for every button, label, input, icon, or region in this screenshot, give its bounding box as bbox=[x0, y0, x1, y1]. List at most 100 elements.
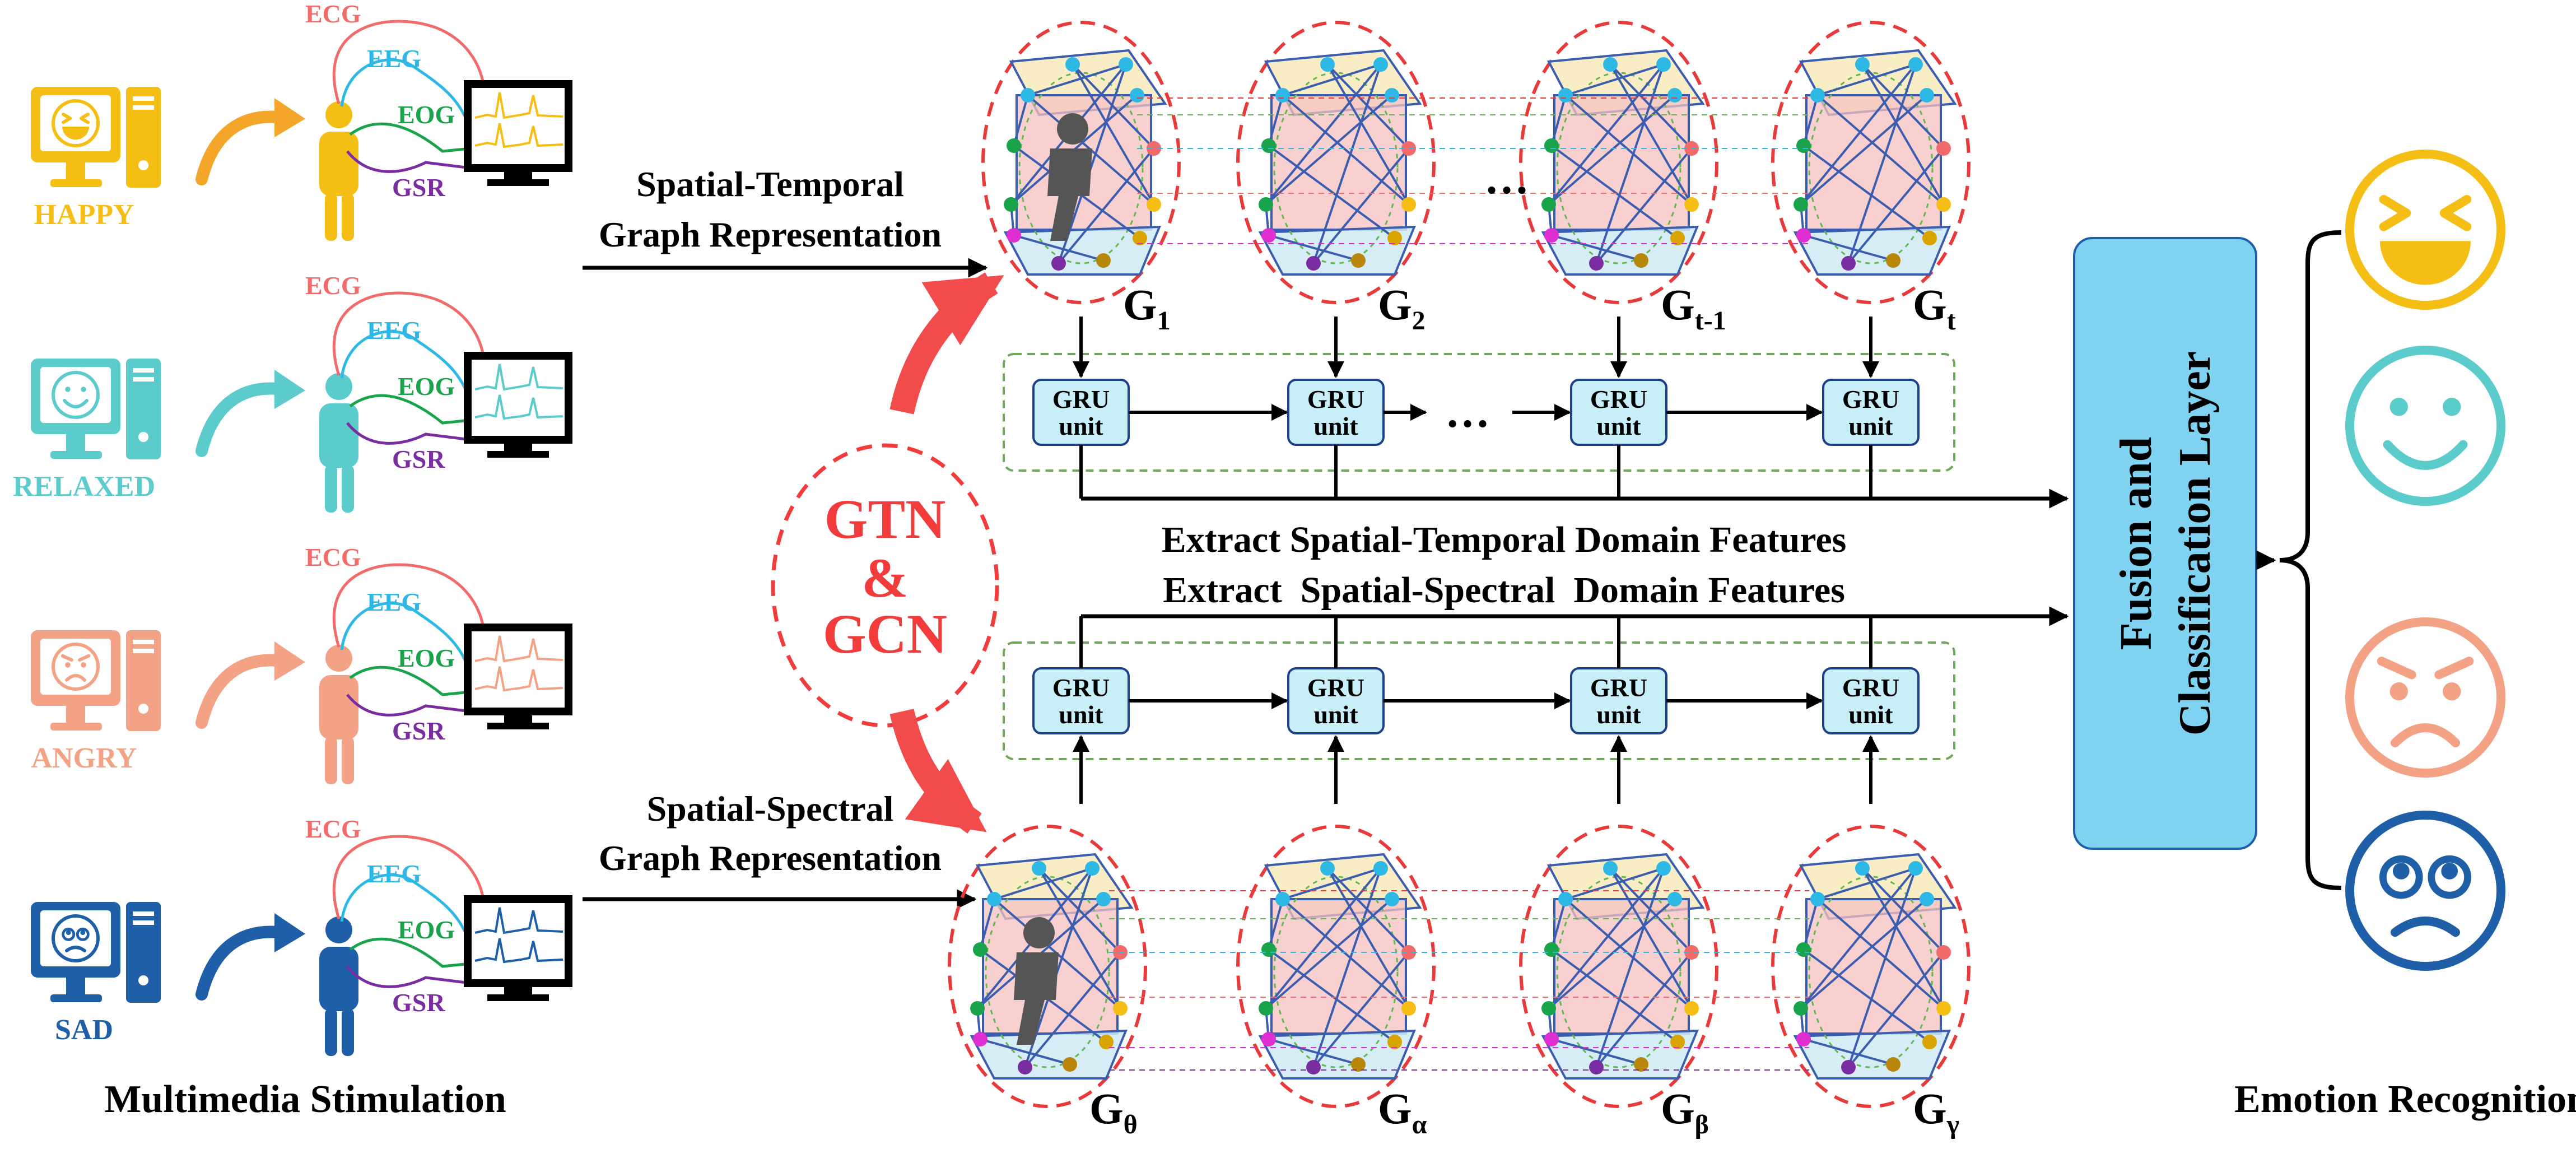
graph-edge bbox=[1548, 867, 1665, 1010]
eye-icon bbox=[65, 662, 71, 668]
output-brace bbox=[2279, 230, 2342, 890]
temporal-representation-line1: Spatial-Temporal bbox=[636, 164, 904, 204]
gru-label: unit bbox=[1848, 700, 1893, 729]
tower-icon bbox=[126, 87, 161, 188]
angry-face-icon bbox=[52, 643, 100, 691]
graph-edge bbox=[1312, 868, 1382, 1068]
graph-inner-ellipse bbox=[1556, 72, 1681, 264]
fusion-box bbox=[2073, 237, 2257, 850]
monitor-neck bbox=[504, 711, 532, 724]
graph-node bbox=[1096, 253, 1111, 268]
graph-edge bbox=[1609, 867, 1693, 1010]
tower-icon bbox=[126, 902, 161, 1003]
eyebrow-icon bbox=[78, 654, 91, 662]
mouth-icon bbox=[62, 127, 89, 140]
face-outline bbox=[52, 99, 100, 147]
graph-edge bbox=[1548, 63, 1665, 206]
graph-node bbox=[1261, 138, 1276, 153]
signal-cable bbox=[349, 394, 471, 425]
graph-edge bbox=[1609, 867, 1693, 953]
signal-cable bbox=[349, 122, 471, 153]
monitor-frame bbox=[464, 352, 572, 444]
graph-node bbox=[1684, 1001, 1699, 1016]
monitor-stand-icon bbox=[66, 706, 85, 724]
graph-edge bbox=[1268, 145, 1396, 239]
smiling-face-icon bbox=[52, 371, 100, 419]
graph-ellipse bbox=[1519, 21, 1718, 304]
graph-node bbox=[1119, 57, 1133, 72]
graph-node bbox=[1373, 861, 1388, 876]
spectral-graph-sequence: Gθ Gα Gβ Gγ bbox=[948, 825, 1971, 1139]
eye-icon bbox=[62, 113, 72, 124]
stimulus-arrow bbox=[195, 654, 289, 729]
graph-node bbox=[1796, 1032, 1811, 1046]
graph-inner-ellipse bbox=[1808, 876, 1934, 1068]
graph-label: G1 bbox=[1123, 280, 1171, 336]
graph-edge bbox=[1861, 63, 1945, 150]
signal-label: GSR bbox=[392, 988, 445, 1017]
graph-node bbox=[1385, 88, 1399, 103]
monitor-neck bbox=[504, 168, 532, 180]
graph-edge bbox=[980, 1038, 1070, 1066]
graph-node bbox=[1841, 1060, 1856, 1074]
graph-node bbox=[1385, 892, 1399, 906]
person-head bbox=[325, 101, 352, 128]
signal-label: EOG bbox=[398, 915, 455, 944]
gru-label: unit bbox=[1313, 700, 1358, 729]
graph-node bbox=[1373, 57, 1388, 72]
graph-edge bbox=[1058, 147, 1155, 264]
graph-node bbox=[1794, 1001, 1808, 1016]
graph-label: Gt bbox=[1913, 280, 1956, 336]
graph-node bbox=[1603, 57, 1618, 72]
graph-node bbox=[1670, 1035, 1685, 1049]
eye-icon bbox=[2443, 398, 2461, 416]
fusion-line1: Fusion and bbox=[2112, 437, 2161, 650]
monitor-frame bbox=[464, 624, 572, 715]
graph-edge bbox=[1609, 63, 1693, 206]
signal-label: EEG bbox=[367, 859, 421, 888]
signal-monitor-icon bbox=[464, 80, 572, 186]
gru-label: unit bbox=[1596, 700, 1641, 729]
monitor-base-icon bbox=[50, 723, 102, 731]
monitor-stand-icon bbox=[66, 978, 85, 995]
graph-label: G2 bbox=[1378, 280, 1426, 336]
graph-node bbox=[1656, 57, 1671, 72]
spectral-representation-line1: Spatial-Spectral bbox=[647, 789, 894, 829]
graph-node bbox=[1589, 1060, 1604, 1074]
person-silhouette-icon bbox=[1047, 113, 1092, 241]
graph-node bbox=[1320, 57, 1335, 72]
signal-label: ECG bbox=[305, 271, 361, 300]
pupil-icon bbox=[2441, 863, 2458, 880]
graph-label-subscript: t bbox=[1947, 306, 1956, 336]
laughing-face-icon bbox=[52, 99, 100, 147]
graph-edge bbox=[1847, 147, 1945, 264]
graph-edge bbox=[1265, 94, 1393, 206]
graph-edge bbox=[1072, 63, 1155, 206]
graph-node bbox=[1306, 256, 1321, 271]
person-leg bbox=[342, 193, 354, 241]
graph-node bbox=[973, 942, 987, 957]
recognition-title: Emotion Recognition bbox=[2234, 1078, 2576, 1121]
graph-inner-ellipse bbox=[1273, 876, 1399, 1068]
graph-label: Gγ bbox=[1913, 1084, 1959, 1139]
graph-node bbox=[1051, 256, 1066, 271]
waveform-line bbox=[474, 666, 563, 692]
graph-node bbox=[973, 1032, 987, 1046]
graph-node bbox=[1544, 228, 1559, 243]
face-outline bbox=[2345, 346, 2505, 506]
screen-icon bbox=[40, 639, 111, 695]
graph-edge bbox=[1268, 899, 1284, 950]
graph-edge bbox=[1024, 868, 1093, 1068]
tower-slot-icon bbox=[133, 105, 154, 110]
graph-node bbox=[1004, 197, 1018, 212]
graph-node bbox=[970, 1001, 985, 1016]
person-leg bbox=[325, 1008, 337, 1056]
graph-edge bbox=[1847, 868, 1917, 1068]
mouth-icon bbox=[2391, 917, 2460, 937]
graph-node bbox=[1032, 861, 1046, 876]
gru-label: GRU bbox=[1052, 673, 1110, 702]
graph-edge bbox=[1282, 867, 1381, 900]
